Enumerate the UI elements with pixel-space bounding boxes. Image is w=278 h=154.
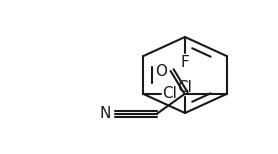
Text: O: O	[156, 63, 168, 79]
Text: Cl: Cl	[178, 80, 192, 95]
Text: N: N	[100, 107, 111, 122]
Text: F: F	[181, 55, 189, 70]
Text: Cl: Cl	[162, 87, 177, 101]
